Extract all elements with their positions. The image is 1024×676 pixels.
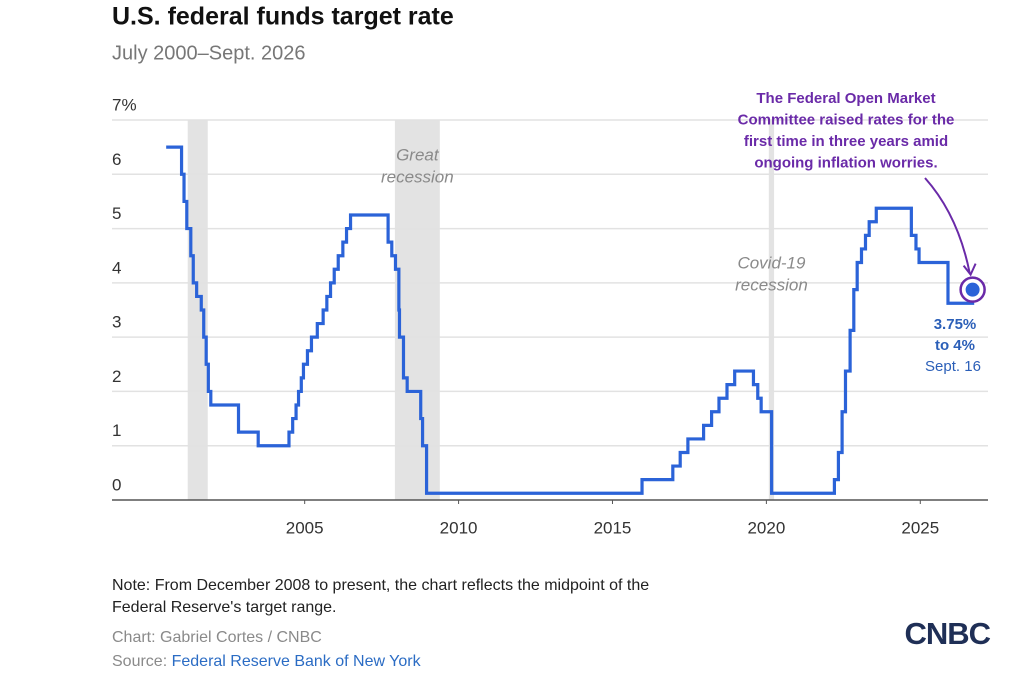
x-tick-label: 2010 bbox=[440, 518, 478, 537]
recession-label: Covid-19 bbox=[737, 253, 806, 272]
annotation: first time in three years amid bbox=[744, 133, 948, 150]
recession-label: recession bbox=[381, 167, 454, 186]
shaded-layer bbox=[187, 120, 775, 500]
note-line: Federal Reserve's target range. bbox=[112, 599, 337, 616]
x-tick-label: 2005 bbox=[286, 518, 324, 537]
source: Source: Federal Reserve Bank of New York bbox=[112, 653, 422, 670]
y-tick-label: 3 bbox=[112, 313, 121, 332]
rate-line bbox=[166, 145, 975, 495]
source-label: Source: bbox=[112, 653, 167, 670]
y-tick-label: 1 bbox=[112, 421, 121, 440]
y-tick-label: 5 bbox=[112, 204, 121, 223]
source-link[interactable]: Federal Reserve Bank of New York bbox=[172, 653, 422, 670]
annotation-arrow bbox=[924, 177, 971, 273]
note-line: Note: From December 2008 to present, the… bbox=[112, 577, 649, 594]
arrow-head bbox=[962, 263, 977, 277]
recession-label: Great bbox=[396, 145, 440, 164]
chart-subtitle: July 2000–Sept. 2026 bbox=[112, 42, 306, 64]
highlight-label: to 4% bbox=[935, 337, 975, 354]
annotation: ongoing inflation worries. bbox=[754, 154, 937, 171]
recession-band bbox=[768, 120, 775, 500]
y-tick-label: 6 bbox=[112, 150, 121, 169]
chart-title: U.S. federal funds target rate bbox=[112, 3, 454, 31]
recession-band bbox=[394, 120, 440, 500]
y-tick-label: 2 bbox=[112, 367, 121, 386]
annotation: Committee raised rates for the bbox=[738, 111, 955, 128]
recession-label: recession bbox=[735, 275, 808, 294]
x-tick-label: 2020 bbox=[747, 518, 785, 537]
x-tick-label: 2015 bbox=[594, 518, 632, 537]
grid-layer: 0 1 2 3 4 5 6 7% 2005 2010 2015 2020 2025 bbox=[112, 95, 988, 537]
x-tick-label: 2025 bbox=[901, 518, 939, 537]
credit: Chart: Gabriel Cortes / CNBC bbox=[112, 629, 322, 646]
recession-band bbox=[187, 120, 208, 500]
highlight-date: Sept. 16 bbox=[925, 358, 981, 375]
logo: CNBC bbox=[904, 616, 990, 651]
highlight-label: 3.75% bbox=[934, 316, 977, 333]
plot-layer: Great recession Covid-19 recession 3.75% to 4… bbox=[166, 90, 986, 495]
y-tick-label: 0 bbox=[112, 475, 121, 494]
annotation: The Federal Open Market bbox=[756, 90, 935, 107]
y-tick-label: 7% bbox=[112, 95, 137, 114]
highlight-point bbox=[965, 282, 980, 297]
y-tick-label: 4 bbox=[112, 258, 121, 277]
